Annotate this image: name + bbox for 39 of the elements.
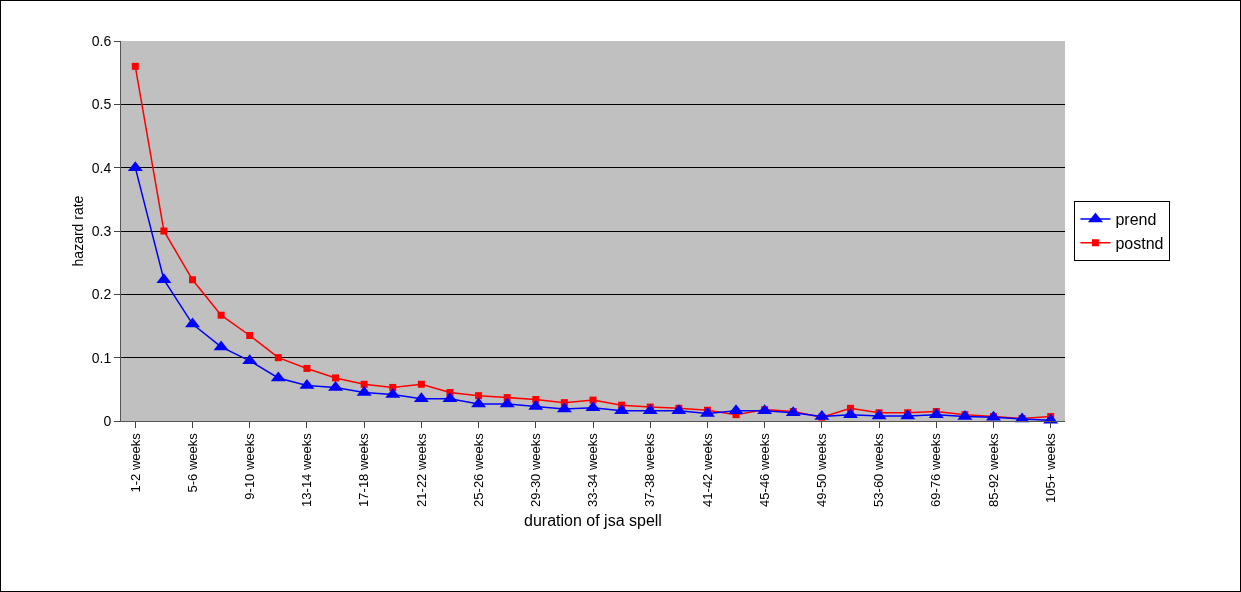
x-tick-label: 29-30 weeks [528, 432, 544, 507]
point [274, 354, 282, 362]
legend-label: prend [1115, 211, 1157, 229]
x-tick-label: 21-22 weeks [413, 432, 429, 507]
x-tick-label: 49-50 weeks [814, 432, 830, 507]
x-tick-label: 25-26 weeks [470, 432, 486, 507]
point [246, 332, 254, 339]
point [217, 311, 225, 319]
point [189, 276, 197, 284]
x-tick-label: 41-42 weeks [699, 432, 715, 507]
x-tick-label: 9-10 weeks [241, 432, 257, 500]
x-tick-label: 69-76 weeks [928, 432, 944, 507]
y-tick-label: 0.1 [91, 349, 112, 366]
point [475, 392, 483, 400]
x-tick-label: 37-38 weeks [642, 432, 658, 507]
x-tick-label: 1-2 weeks [127, 432, 143, 493]
x-tick-label: 105+ weeks [1042, 432, 1058, 503]
y-tick-label: 0.2 [91, 286, 112, 303]
x-tick-label: 17-18 weeks [356, 432, 372, 507]
point [160, 227, 168, 235]
x-axis-title: duration of jsa spell [524, 511, 662, 529]
y-tick-label: 0.3 [91, 222, 112, 239]
point [417, 380, 425, 388]
y-tick-label: 0.5 [91, 96, 112, 113]
x-tick-label: 53-60 weeks [871, 432, 887, 507]
x-tick-label: 85-92 weeks [985, 432, 1001, 507]
x-tick-label: 33-34 weeks [585, 432, 601, 507]
point [332, 374, 340, 382]
point [303, 364, 311, 372]
legend-label: postnd [1115, 234, 1164, 252]
y-tick-label: 0.6 [91, 32, 112, 49]
point [360, 380, 368, 388]
y-tick-label: 0 [103, 412, 112, 429]
x-tick-label: 45-46 weeks [756, 432, 772, 507]
point [131, 62, 139, 70]
y-axis-title: hazard rate [70, 195, 86, 267]
x-tick-label: 13-14 weeks [299, 432, 315, 507]
x-tick-label: 5-6 weeks [184, 432, 200, 493]
y-tick-label: 0.4 [91, 159, 112, 176]
